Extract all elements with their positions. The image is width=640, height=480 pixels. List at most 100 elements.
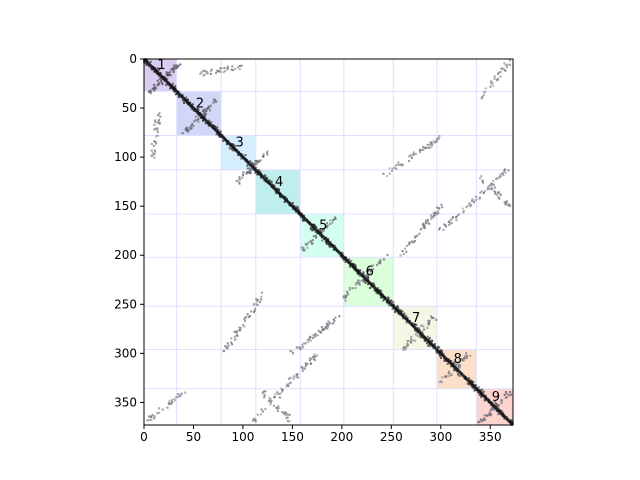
contact-point [453, 369, 456, 372]
contact-point [172, 64, 175, 67]
contact-point [161, 408, 164, 411]
contact-point [395, 167, 398, 170]
contact-point [383, 258, 386, 261]
contact-point [471, 198, 474, 201]
contact-point [312, 355, 315, 358]
contact-point [324, 327, 327, 330]
contact-point [418, 232, 421, 235]
contact-point [307, 341, 310, 344]
contact-point [425, 220, 428, 223]
contact-point [501, 172, 504, 175]
contact-point [173, 398, 176, 401]
contact-point [246, 164, 249, 167]
contact-point [179, 393, 182, 396]
contact-point [300, 216, 303, 219]
contact-point [258, 301, 261, 304]
contact-point [449, 222, 452, 225]
contact-point [430, 146, 433, 149]
contact-point [232, 149, 235, 152]
contact-point [440, 381, 443, 384]
contact-point [245, 172, 248, 175]
contact-point [428, 222, 431, 225]
contact-point [320, 231, 323, 234]
contact-point [409, 340, 412, 343]
contact-point [316, 354, 319, 357]
contact-point [412, 241, 415, 244]
contact-point [303, 249, 306, 252]
contact-point [323, 328, 326, 331]
contact-point [247, 316, 250, 319]
contact-point [314, 335, 317, 338]
contact-point [388, 172, 391, 175]
x-tick-label: 350 [479, 430, 502, 444]
domain-label-3: 3 [235, 136, 243, 151]
contact-point [475, 384, 478, 387]
contact-point [276, 391, 279, 394]
contact-point [179, 63, 182, 66]
contact-point [466, 354, 469, 357]
main-diagonal [142, 57, 515, 427]
contact-point [406, 339, 409, 342]
contact-point [422, 148, 425, 151]
contact-point [397, 163, 400, 166]
contact-point [267, 400, 270, 403]
contact-point [160, 79, 163, 82]
contact-point [260, 298, 263, 301]
contact-point [156, 412, 159, 415]
contact-point [189, 127, 192, 130]
contact-point [230, 337, 233, 340]
contact-point [363, 280, 366, 283]
contact-point [428, 143, 431, 146]
contact-point [403, 312, 406, 315]
contact-point [488, 184, 491, 187]
contact-point [226, 342, 229, 345]
contact-point [154, 135, 157, 138]
contact-point [474, 199, 477, 202]
contact-point [371, 268, 374, 271]
contact-point [429, 345, 432, 348]
contact-point [243, 325, 246, 328]
contact-point [367, 273, 370, 276]
contact-point [224, 70, 227, 73]
contact-point [435, 351, 438, 354]
contact-point [308, 359, 311, 362]
contact-point [457, 366, 460, 369]
contact-point [332, 318, 335, 321]
contact-point [289, 350, 292, 353]
contact-point [326, 325, 329, 328]
contact-point [309, 240, 312, 243]
contact-point [260, 295, 263, 298]
contact-point [280, 387, 283, 390]
contact-point [426, 342, 429, 345]
contact-point [253, 419, 256, 422]
contact-point [277, 405, 280, 408]
contact-point [459, 364, 462, 367]
contact-point [366, 275, 369, 278]
contact-point [253, 309, 256, 312]
contact-point [231, 65, 234, 68]
contact-point [507, 203, 510, 206]
contact-point [429, 143, 432, 146]
contact-point [448, 375, 451, 378]
contact-point [399, 254, 402, 257]
contact-point [406, 342, 409, 345]
contact-point [151, 413, 154, 416]
contact-point [484, 189, 487, 192]
contact-point [303, 342, 306, 345]
contact-point [328, 245, 331, 248]
contact-point [268, 179, 271, 182]
contact-point [318, 228, 321, 231]
domain-labels: 1 2 3 4 5 6 7 8 9 [157, 58, 500, 405]
contact-point [479, 389, 482, 392]
contact-point [297, 346, 300, 349]
contact-point [391, 167, 394, 170]
contact-point [288, 382, 291, 385]
contact-point [502, 67, 505, 70]
contact-point [439, 380, 442, 383]
contact-point [503, 170, 506, 173]
contact-point [434, 211, 437, 214]
contact-point [405, 244, 408, 247]
contact-point [493, 75, 496, 78]
contact-point [264, 390, 267, 393]
contact-point [197, 108, 200, 111]
